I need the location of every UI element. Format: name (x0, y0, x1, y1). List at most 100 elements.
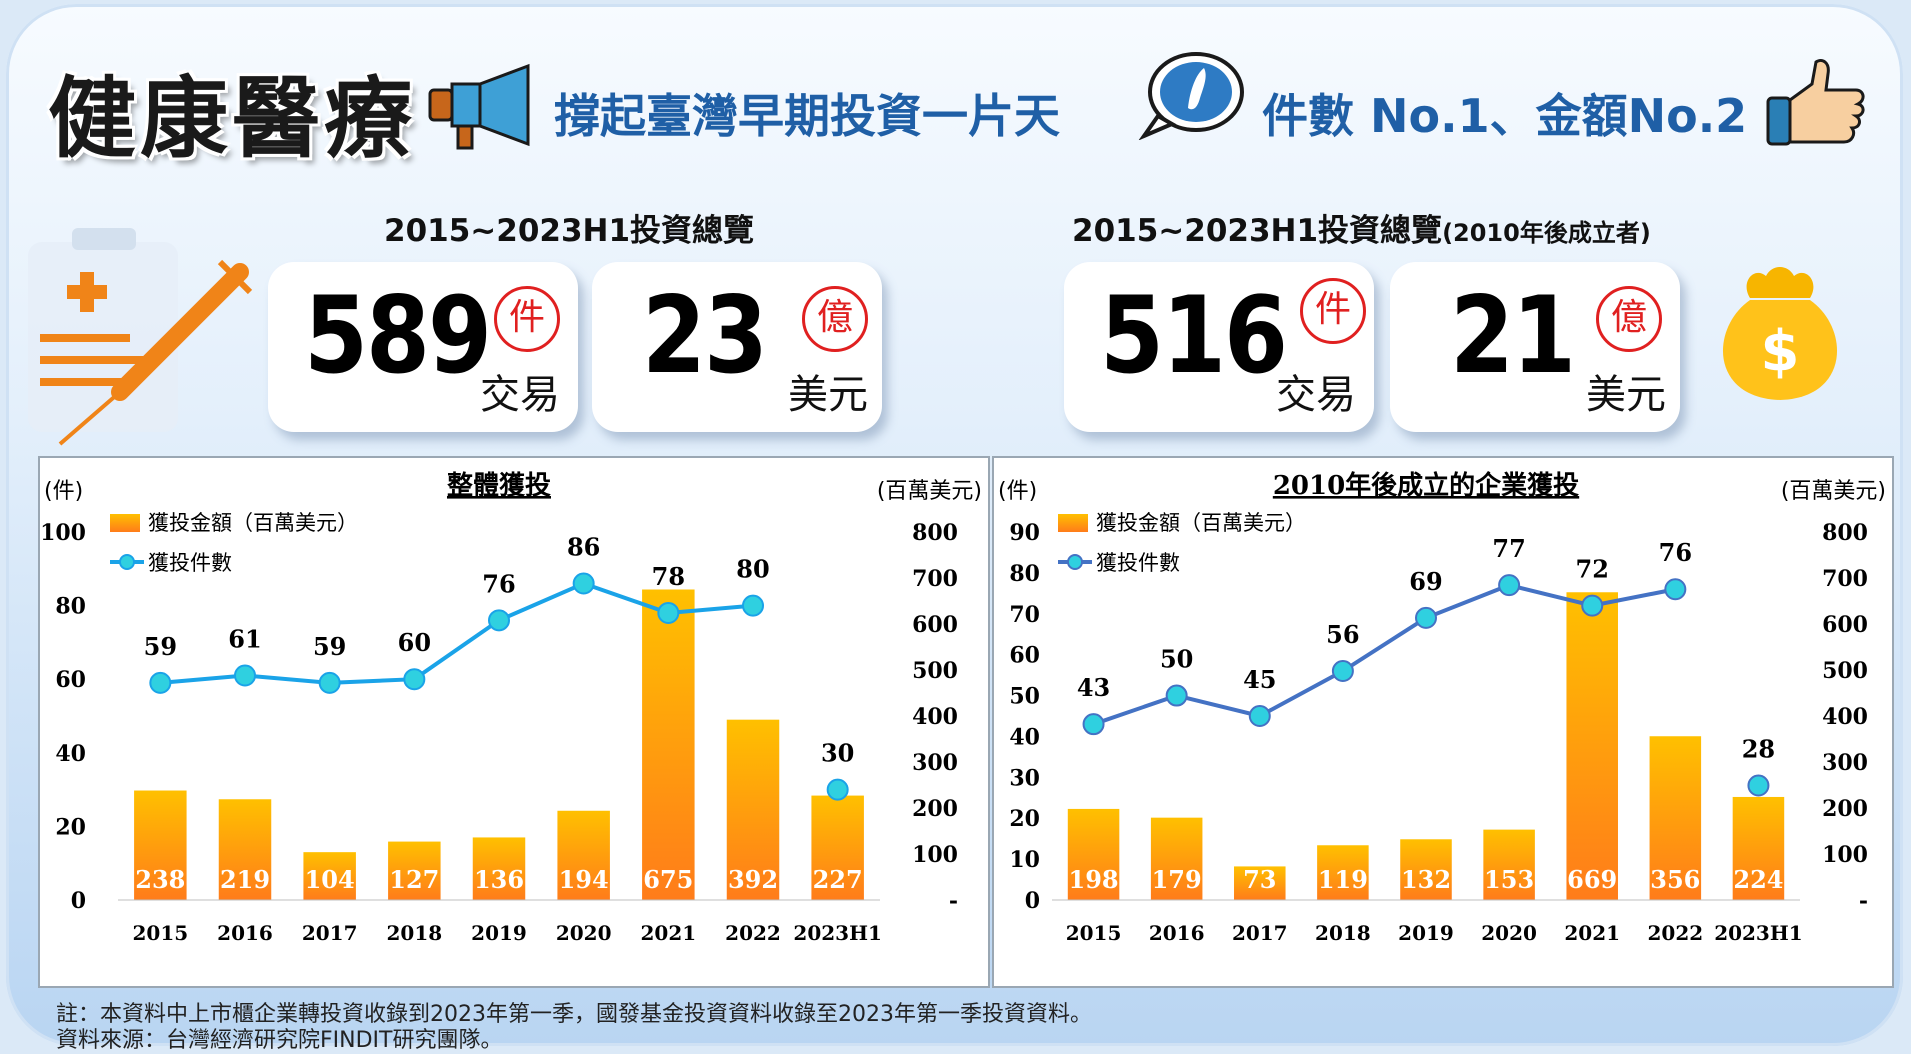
count-marker (657, 601, 680, 624)
legend-bar-label: 獲投金額（百萬美元） (148, 511, 358, 535)
y-left-tick: 100 (40, 520, 86, 546)
x-tick-label: 2022 (1647, 921, 1703, 945)
count-value-label: 76 (482, 569, 515, 598)
y-right-tick: 700 (912, 566, 958, 592)
bar-2015 (134, 790, 187, 900)
bar-2018 (1317, 845, 1369, 900)
footnote-note: 註：本資料中上市櫃企業轉投資收錄到2023年第一季，國發基金投資資料收錄至202… (56, 1002, 1092, 1027)
legend-line-label: 獲投件數 (148, 551, 232, 575)
overview-right-title: 2015~2023H1投資總覽(2010年後成立者) (1072, 205, 1651, 250)
amount-card-left: 23 億 美元 (592, 262, 882, 432)
chart-panel-post2010: 2010年後成立的企業獲投 (件) (百萬美元) 0 10 20 30 40 50 60 70 80 9… (992, 456, 1894, 988)
y-right-tick: 200 (1822, 796, 1868, 822)
bar-value-label: 227 (813, 865, 863, 894)
y-left-tick: 30 (1009, 765, 1040, 791)
legend-bar-swatch (1058, 514, 1088, 532)
y-right-tick: 100 (1822, 842, 1868, 868)
x-tick-label: 2017 (1232, 921, 1288, 945)
bar-value-label: 219 (220, 865, 270, 894)
y-left-tick: 40 (55, 741, 86, 767)
count-value-label: 45 (1243, 665, 1276, 694)
megaphone-icon (428, 63, 530, 150)
y-left-tick: 80 (1009, 561, 1040, 587)
bar-value-label: 73 (1243, 865, 1276, 894)
deals-unit: 交易 (480, 372, 560, 418)
medical-clipboard-icon (28, 228, 253, 446)
y-right-tick: 800 (912, 520, 958, 546)
y-right-tick: 300 (912, 750, 958, 776)
bar-value-label: 675 (643, 865, 693, 894)
bar-2016 (218, 799, 272, 900)
y-left-tick: 40 (1009, 724, 1040, 750)
x-tick-label: 2020 (556, 921, 612, 945)
y-right-unit: (百萬美元) (1781, 479, 1886, 504)
bar-value-label: 198 (1069, 865, 1119, 894)
chart-title: 2010年後成立的企業獲投 (1273, 470, 1579, 501)
count-marker (572, 572, 595, 595)
count-value-label: 60 (398, 628, 431, 657)
y-right-tick: 400 (1822, 704, 1868, 730)
overview-right-title-main: 2015~2023H1投資總覽 (1072, 213, 1443, 249)
deals-stamp: 件 (494, 286, 560, 352)
bar-2019 (472, 837, 526, 900)
x-tick-label: 2023H1 (793, 921, 881, 945)
bar-value-label: 127 (389, 865, 439, 894)
amount-stamp: 億 (802, 286, 868, 352)
x-tick-label: 2015 (132, 921, 188, 945)
bar-value-label: 179 (1152, 865, 1202, 894)
deals-stamp: 件 (1300, 278, 1366, 344)
count-marker (826, 778, 849, 801)
bar-value-label: 119 (1318, 865, 1368, 894)
bar-value-label: 194 (559, 865, 609, 894)
x-tick-label: 2020 (1481, 921, 1537, 945)
x-tick-label: 2021 (1564, 921, 1620, 945)
y-right-tick: 500 (1822, 658, 1868, 684)
bar-2020 (1483, 829, 1535, 900)
count-marker (1498, 574, 1521, 597)
count-marker (1082, 713, 1105, 736)
count-value-label: 78 (652, 562, 685, 591)
y-right-tick: - (1859, 888, 1868, 914)
deals-card-right: 516 件 交易 (1064, 262, 1374, 432)
count-value-label: 72 (1576, 555, 1609, 584)
bar-value-label: 136 (474, 865, 524, 894)
x-tick-label: 2022 (725, 921, 781, 945)
legend-line-marker (1067, 554, 1083, 570)
bar-value-label: 356 (1650, 865, 1700, 894)
y-right-tick: 200 (912, 796, 958, 822)
count-value-label: 50 (1160, 645, 1193, 674)
bar-2022 (726, 719, 780, 900)
y-left-tick: 80 (55, 594, 86, 620)
count-value-label: 69 (1409, 567, 1442, 596)
bar-2017 (1234, 866, 1286, 900)
amount-value: 23 (642, 274, 768, 398)
count-value-label: 28 (1742, 735, 1775, 764)
legend-line-label: 獲投件數 (1096, 551, 1180, 575)
count-marker (318, 671, 341, 694)
y-right-tick: 600 (912, 612, 958, 638)
bar-value-label: 669 (1567, 865, 1617, 894)
amount-unit: 美元 (788, 372, 868, 418)
y-left-unit: (件) (44, 479, 83, 504)
count-value-label: 61 (228, 625, 261, 654)
x-tick-label: 2017 (302, 921, 358, 945)
count-marker (488, 609, 510, 632)
count-marker (1415, 606, 1437, 629)
bar-2021 (642, 589, 695, 900)
y-right-tick: 100 (912, 842, 958, 868)
bar-2022 (1649, 736, 1702, 900)
y-left-tick: 60 (55, 667, 86, 693)
bar-2023H1 (811, 795, 864, 900)
bar-value-label: 238 (135, 865, 185, 894)
count-marker (1747, 774, 1770, 797)
x-tick-label: 2021 (640, 921, 696, 945)
chart-overall: 整體獲投 (件) (百萬美元) 0 20 40 60 80 100 - 100 200 300 400 50… (40, 470, 982, 945)
amount-value: 21 (1450, 274, 1576, 398)
count-value-label: 76 (1659, 538, 1692, 567)
y-left-tick: 20 (1009, 806, 1040, 832)
amount-card-right: 21 億 美元 (1390, 262, 1680, 432)
bar-2020 (557, 810, 610, 900)
chart-post2010: 2010年後成立的企業獲投 (件) (百萬美元) 0 10 20 30 40 50 60 70 80 9… (998, 470, 1886, 945)
count-marker (1664, 578, 1687, 601)
deals-value: 589 (304, 274, 492, 398)
